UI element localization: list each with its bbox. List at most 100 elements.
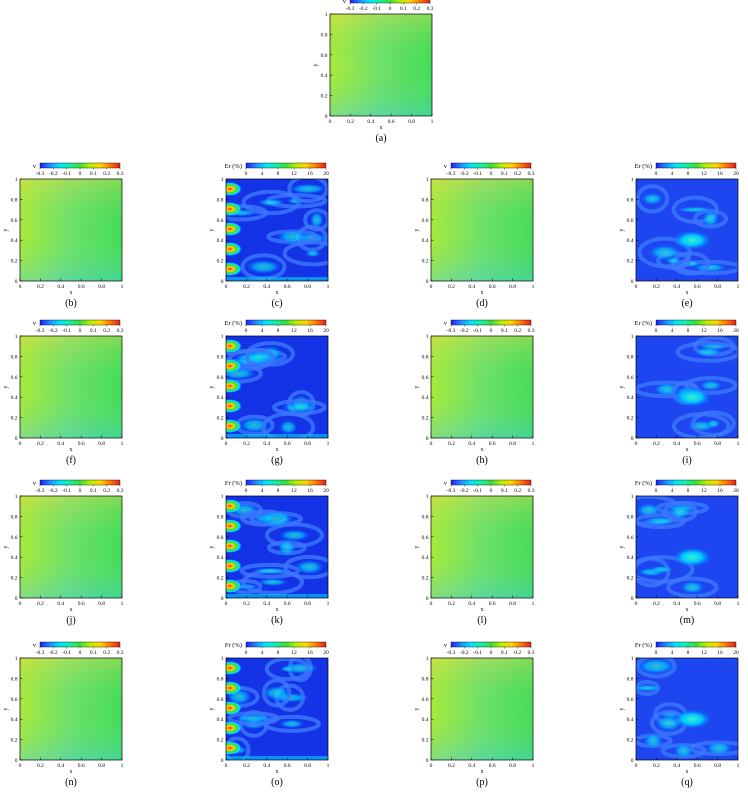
colorbar-label: v [33,480,37,487]
y-tick-label: 0.6 [11,535,18,541]
colorbar-tick-label: 0.3 [528,328,535,334]
heatmap-cells [636,336,738,438]
y-tick-label: 0.4 [217,717,224,723]
colorbar [39,162,121,169]
x-tick-label: 0 [635,441,638,447]
heatmap-cells [330,14,390,116]
x-tick-label: 0.2 [37,601,44,607]
heatmap-blob [275,229,310,244]
x-tick-label: 1 [121,763,124,769]
y-tick-label: 0.4 [627,555,634,561]
x-tick-label: 0 [329,119,332,125]
colorbar-tick-label: -0.1 [473,171,482,177]
colorbar [655,162,737,169]
heatmap-blob [250,567,290,575]
heatmap-blob [704,740,733,756]
y-tick-label: 0.4 [627,238,634,244]
colorbar-tick-label: 12 [291,650,297,656]
heatmap-hotspot [226,721,242,735]
heatmap-blob [647,244,682,261]
x-tick-label: 1 [121,601,124,607]
x-tick-label: 0.8 [408,119,415,125]
x-tick-label: 0.2 [243,441,250,447]
colorbar-tick-label: 0 [245,171,248,177]
y-tick-label: 0 [15,279,18,285]
y-tick-label: 1 [426,494,429,500]
heatmap-blob [278,719,305,729]
colorbar-tick-label: 0.1 [90,171,97,177]
x-tick-label: 0.8 [98,763,105,769]
y-tick-label: 0.4 [11,717,18,723]
x-tick-label: 0.2 [37,284,44,290]
x-tick-label: 0.4 [57,441,64,447]
heatmap-contour [666,576,719,598]
heatmap-blob [693,347,723,357]
colorbar-tick-label: 0.1 [501,650,508,656]
x-tick-label: 0.8 [714,601,721,607]
x-tick-label: 0.2 [653,441,660,447]
x-tick-label: 0.4 [468,441,475,447]
colorbar-tick-label: 0 [245,328,248,334]
y-axis-label: y [3,386,9,389]
panel-caption: (g) [271,455,283,466]
x-tick-label: 0.2 [243,763,250,769]
heatmap-hotspot [226,681,242,695]
colorbar-tick-label: 0.3 [117,171,124,177]
y-tick-label: 1 [631,494,634,500]
colorbar-label: v [33,163,37,170]
panel-caption: (n) [65,777,77,788]
colorbar-tick-label: 12 [291,328,297,334]
heatmap-contour [272,399,327,416]
heatmap-min-region [20,702,80,760]
colorbar-tick-label: 16 [307,488,313,494]
heatmap-min-region [330,58,390,116]
x-tick-label: 0.6 [284,601,291,607]
x-axis-label: x [686,290,689,296]
x-axis-label: x [276,769,279,775]
colorbar-tick-label: -0.2 [49,650,58,656]
panel-f: 0 0.2 0.4 0.6 0.8 1 0 0.2 0.4 0.6 0.8 1 x y v-0.3 -0.2-… [3,319,124,466]
x-tick-label: 0.6 [694,284,701,290]
colorbar-tick-label: 4 [671,171,674,177]
y-tick-label: 0.2 [11,576,18,582]
colorbar-tick-label: 0.3 [427,6,434,12]
heatmap-cells [226,179,328,281]
x-tick-label: 0.8 [714,441,721,447]
colorbar-tick-label: -0.3 [36,650,45,656]
x-axis-label: x [70,447,73,453]
colorbar-tick-label: 0.1 [501,171,508,177]
y-axis-label: y [3,546,9,549]
y-tick-label: 0 [631,758,634,764]
y-tick-label: 0 [631,279,634,285]
x-tick-label: 1 [737,284,740,290]
panel-n: 0 0.2 0.4 0.6 0.8 1 0 0.2 0.4 0.6 0.8 1 x y v-0.3 -0.2-… [3,641,124,788]
x-tick-label: 0 [19,601,22,607]
y-tick-label: 0.2 [217,416,224,422]
heatmap-cells [20,336,80,438]
x-tick-label: 0.8 [509,441,516,447]
colorbar-tick-label: 20 [323,488,329,494]
y-tick-label: 0.4 [217,555,224,561]
heatmap-hotspot [226,579,242,593]
heatmap-min-region [20,540,80,598]
x-tick-label: 0.2 [37,763,44,769]
heatmap-hotspot [226,559,242,573]
x-axis-label: x [276,607,279,613]
x-tick-label: 0.8 [98,284,105,290]
x-tick-label: 1 [532,763,535,769]
x-tick-label: 1 [737,763,740,769]
colorbar-tick-label: -0.2 [460,650,469,656]
heatmap-contour [662,501,698,523]
y-tick-label: 0.2 [11,259,18,265]
x-tick-label: 0.4 [468,763,475,769]
panel-h: 0 0.2 0.4 0.6 0.8 1 0 0.2 0.4 0.6 0.8 1 x y v-0.3 -0.2-… [414,319,535,466]
colorbar [655,479,737,486]
colorbar-tick-label: -0.3 [447,650,456,656]
x-tick-label: 0 [430,763,433,769]
y-tick-label: 0.8 [11,197,18,203]
heatmap-contour [282,240,328,267]
x-tick-label: 0.8 [509,763,516,769]
y-tick-label: 0.6 [627,697,634,703]
